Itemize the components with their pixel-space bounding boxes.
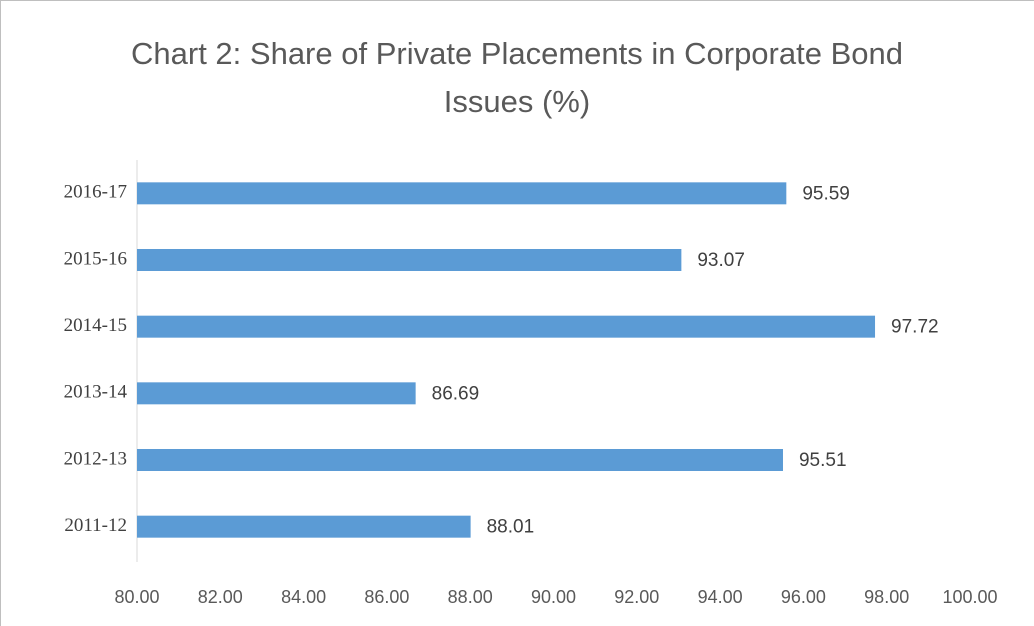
bar <box>137 515 471 538</box>
value-label: 95.59 <box>802 183 850 204</box>
bar <box>137 449 783 471</box>
x-tick-label: 82.00 <box>198 587 243 607</box>
x-tick-label: 92.00 <box>614 587 659 607</box>
chart-title: Chart 2: Share of Private Placements in … <box>131 36 903 119</box>
bar <box>137 382 416 405</box>
x-tick-label: 98.00 <box>864 587 909 607</box>
x-tick-label: 88.00 <box>448 587 493 607</box>
bar <box>137 315 876 338</box>
y-tick-label: 2012-13 <box>64 448 127 469</box>
value-label: 95.51 <box>799 450 847 471</box>
x-tick-label: 96.00 <box>781 587 826 607</box>
x-tick-label: 84.00 <box>281 587 326 607</box>
x-tick-label: 90.00 <box>531 587 576 607</box>
value-label: 86.69 <box>432 383 480 404</box>
x-tick-label: 80.00 <box>114 587 159 607</box>
x-tick-label: 94.00 <box>698 587 743 607</box>
y-tick-label: 2011-12 <box>64 515 127 536</box>
value-label: 88.01 <box>487 517 535 538</box>
value-label: 97.72 <box>891 317 939 338</box>
y-tick-label: 2014-15 <box>64 315 127 336</box>
y-tick-label: 2013-14 <box>64 382 128 403</box>
x-tick-label: 86.00 <box>364 587 409 607</box>
value-label: 93.07 <box>697 250 745 271</box>
y-tick-label: 2015-16 <box>64 248 127 269</box>
y-tick-label: 2016-17 <box>64 182 127 203</box>
bar <box>137 249 682 271</box>
bar <box>137 182 787 205</box>
x-tick-label: 100.00 <box>942 587 997 607</box>
